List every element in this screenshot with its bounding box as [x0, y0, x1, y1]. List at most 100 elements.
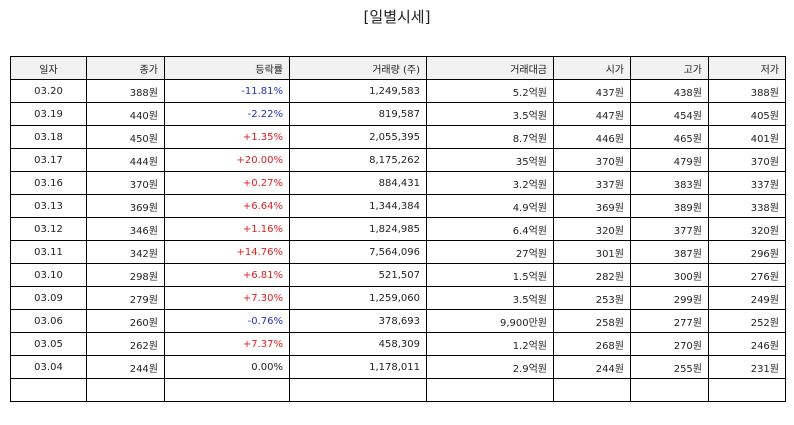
- cell-high: 387원: [630, 240, 709, 264]
- header-close: 종가: [86, 56, 165, 80]
- empty-cell: [553, 378, 631, 402]
- cell-change: +6.64%: [164, 194, 290, 218]
- cell-close: 244원: [86, 355, 165, 379]
- cell-high: 300원: [630, 263, 709, 287]
- cell-amount: 1.5억원: [426, 263, 554, 287]
- cell-amount: 6.4억원: [426, 217, 554, 241]
- table-row: 03.06 260원 -0.76% 378,693 9,900만원 258원 277원 252…: [10, 309, 786, 333]
- page-title: [일별시세]: [363, 8, 431, 26]
- cell-close: 298원: [86, 263, 165, 287]
- table-row: 03.18 450원 +1.35% 2,055,395 8.7억원 446원 465원 401…: [10, 125, 786, 149]
- cell-amount: 2.9억원: [426, 355, 554, 379]
- cell-close: 262원: [86, 332, 165, 356]
- cell-volume: 378,693: [289, 309, 427, 333]
- cell-amount: 9,900만원: [426, 309, 554, 333]
- cell-low: 401원: [708, 125, 786, 149]
- cell-high: 454원: [630, 102, 709, 126]
- cell-change: -0.76%: [164, 309, 290, 333]
- cell-high: 377원: [630, 217, 709, 241]
- daily-price-table: 일자 종가 등락률 거래량 (주) 거래대금 시가 고가 저가 03.20 388…: [10, 56, 786, 402]
- header-low: 저가: [708, 56, 786, 80]
- cell-low: 370원: [708, 148, 786, 172]
- cell-date: 03.19: [10, 102, 87, 126]
- cell-high: 438원: [630, 79, 709, 103]
- cell-low: 276원: [708, 263, 786, 287]
- cell-date: 03.16: [10, 171, 87, 195]
- cell-open: 320원: [553, 217, 631, 241]
- cell-amount: 3.2억원: [426, 171, 554, 195]
- cell-amount: 3.5억원: [426, 102, 554, 126]
- empty-cell: [10, 378, 87, 402]
- table-row: 03.16 370원 +0.27% 884,431 3.2억원 337원 383원 337원: [10, 171, 786, 195]
- cell-low: 337원: [708, 171, 786, 195]
- cell-volume: 1,259,060: [289, 286, 427, 310]
- cell-low: 405원: [708, 102, 786, 126]
- empty-cell: [86, 378, 165, 402]
- cell-amount: 27억원: [426, 240, 554, 264]
- cell-date: 03.18: [10, 125, 87, 149]
- cell-close: 279원: [86, 286, 165, 310]
- cell-close: 450원: [86, 125, 165, 149]
- table-header: 일자 종가 등락률 거래량 (주) 거래대금 시가 고가 저가: [10, 56, 786, 80]
- cell-open: 258원: [553, 309, 631, 333]
- cell-low: 246원: [708, 332, 786, 356]
- cell-low: 338원: [708, 194, 786, 218]
- header-change: 등락률: [164, 56, 290, 80]
- cell-amount: 5.2억원: [426, 79, 554, 103]
- header-date: 일자: [10, 56, 87, 80]
- header-open: 시가: [553, 56, 631, 80]
- cell-date: 03.10: [10, 263, 87, 287]
- cell-amount: 4.9억원: [426, 194, 554, 218]
- cell-amount: 1.2억원: [426, 332, 554, 356]
- cell-open: 369원: [553, 194, 631, 218]
- cell-close: 260원: [86, 309, 165, 333]
- cell-low: 249원: [708, 286, 786, 310]
- cell-volume: 8,175,262: [289, 148, 427, 172]
- cell-volume: 1,344,384: [289, 194, 427, 218]
- cell-volume: 458,309: [289, 332, 427, 356]
- cell-change: +1.35%: [164, 125, 290, 149]
- cell-close: 369원: [86, 194, 165, 218]
- cell-date: 03.04: [10, 355, 87, 379]
- table-row: 03.13 369원 +6.64% 1,344,384 4.9억원 369원 389원 338…: [10, 194, 786, 218]
- empty-cell: [630, 378, 709, 402]
- cell-date: 03.20: [10, 79, 87, 103]
- empty-cell: [289, 378, 427, 402]
- table-row: 03.19 440원 -2.22% 819,587 3.5억원 447원 454원 405원: [10, 102, 786, 126]
- cell-date: 03.06: [10, 309, 87, 333]
- table-row: 03.05 262원 +7.37% 458,309 1.2억원 268원 270원 246원: [10, 332, 786, 356]
- table-body: 03.20 388원 -11.81% 1,249,583 5.2억원 437원 438원 38…: [10, 79, 786, 402]
- cell-low: 252원: [708, 309, 786, 333]
- cell-change: -11.81%: [164, 79, 290, 103]
- cell-high: 383원: [630, 171, 709, 195]
- cell-high: 299원: [630, 286, 709, 310]
- cell-date: 03.12: [10, 217, 87, 241]
- table-row: 03.04 244원 0.00% 1,178,011 2.9억원 244원 255원 231원: [10, 355, 786, 379]
- cell-open: 282원: [553, 263, 631, 287]
- cell-date: 03.17: [10, 148, 87, 172]
- cell-open: 244원: [553, 355, 631, 379]
- cell-high: 389원: [630, 194, 709, 218]
- cell-open: 268원: [553, 332, 631, 356]
- cell-open: 446원: [553, 125, 631, 149]
- table-row: 03.11 342원 +14.76% 7,564,096 27억원 301원 387원 296…: [10, 240, 786, 264]
- table-row: 03.20 388원 -11.81% 1,249,583 5.2억원 437원 438원 38…: [10, 79, 786, 103]
- header-amount: 거래대금: [426, 56, 554, 80]
- cell-open: 253원: [553, 286, 631, 310]
- cell-volume: 1,824,985: [289, 217, 427, 241]
- header-row: 일자 종가 등락률 거래량 (주) 거래대금 시가 고가 저가: [10, 56, 786, 80]
- cell-high: 270원: [630, 332, 709, 356]
- cell-date: 03.11: [10, 240, 87, 264]
- cell-high: 465원: [630, 125, 709, 149]
- empty-cell: [426, 378, 554, 402]
- cell-close: 342원: [86, 240, 165, 264]
- cell-change: +6.81%: [164, 263, 290, 287]
- cell-low: 296원: [708, 240, 786, 264]
- cell-change: +7.37%: [164, 332, 290, 356]
- cell-close: 444원: [86, 148, 165, 172]
- cell-close: 388원: [86, 79, 165, 103]
- cell-amount: 8.7억원: [426, 125, 554, 149]
- table-row: 03.12 346원 +1.16% 1,824,985 6.4억원 320원 377원 320…: [10, 217, 786, 241]
- cell-high: 277원: [630, 309, 709, 333]
- cell-amount: 35억원: [426, 148, 554, 172]
